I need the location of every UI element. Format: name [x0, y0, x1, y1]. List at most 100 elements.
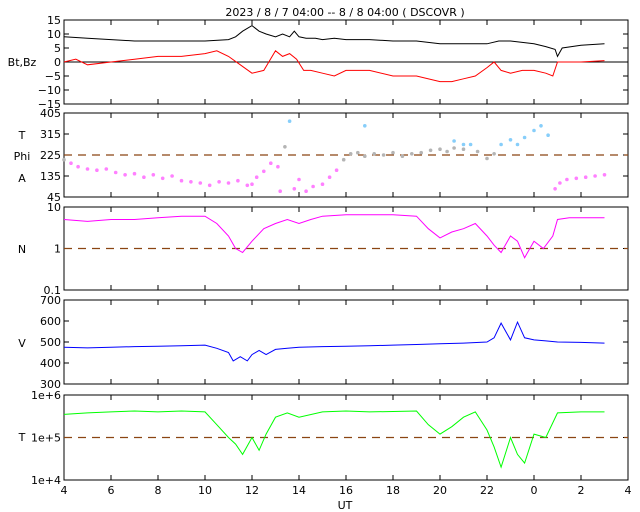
phi-point [391, 150, 395, 155]
x-tick-label: 14 [292, 484, 306, 497]
y-tick-label: 1 [54, 243, 61, 256]
phi-point [348, 152, 353, 156]
x-tick-label: 12 [245, 484, 259, 497]
phi-point [468, 142, 473, 147]
phi-point [363, 124, 367, 128]
series-t [63, 410, 605, 469]
x-tick-label: 20 [433, 484, 447, 497]
phi-point [104, 167, 109, 171]
phi-point [539, 124, 543, 128]
y-tick-label: 10 [47, 201, 61, 214]
phi-point [341, 157, 346, 162]
phi-point [207, 183, 212, 188]
phi-point [574, 176, 579, 181]
phi-point [262, 169, 266, 174]
y-axis-label: Phi [14, 150, 31, 163]
phi-point [236, 178, 240, 183]
series-bz [63, 50, 605, 83]
panel-temperature: 4 6 8 10 12 14 16 18 20 22 0 2 4 1e+6 1e+5 1e+4 T [18, 389, 632, 497]
phi-point [438, 147, 442, 151]
y-tick-label: 0 [54, 56, 61, 69]
phi-point [372, 152, 377, 156]
phi-point [356, 150, 360, 155]
phi-point [283, 145, 287, 149]
y-axis-label: A [18, 172, 26, 185]
phi-point [334, 168, 339, 172]
phi-point [515, 142, 520, 147]
phi-point [445, 149, 449, 154]
phi-point [499, 142, 503, 147]
phi-point [142, 175, 146, 179]
phi-point [113, 170, 118, 175]
phi-point [565, 177, 569, 182]
phi-point [428, 148, 433, 153]
phi-point [245, 183, 250, 188]
phi-point [170, 174, 174, 178]
panels: 151050−5−10−15Bt,Bz40531522513545TPhiA10… [8, 14, 632, 497]
x-tick-label: 0 [531, 484, 538, 497]
phi-point [593, 174, 597, 178]
phi-point [250, 182, 254, 186]
phi-point [292, 187, 297, 191]
x-tick-label: 6 [108, 484, 115, 497]
phi-point [532, 128, 536, 133]
phi-point [69, 161, 73, 165]
y-tick-label: −5 [45, 70, 61, 83]
phi-point [62, 157, 66, 162]
y-tick-label: 1e+6 [31, 389, 61, 402]
phi-point [558, 181, 562, 185]
y-tick-label: 405 [40, 107, 61, 120]
y-axis-label: T [18, 129, 26, 142]
phi-point [123, 173, 127, 177]
phi-point [419, 150, 424, 155]
phi-point [278, 189, 283, 193]
x-tick-label: 4 [61, 484, 68, 497]
phi-point [410, 152, 414, 156]
y-tick-label: 45 [47, 191, 61, 204]
y-tick-label: 600 [40, 315, 61, 328]
y-tick-label: 500 [40, 336, 61, 349]
phi-point [522, 135, 527, 140]
series-v [63, 320, 605, 362]
phi-point [276, 164, 280, 169]
x-tick-label: 2 [578, 484, 585, 497]
x-axis-label: UT [338, 499, 353, 512]
phi-point [553, 187, 557, 191]
phi-point [492, 152, 496, 156]
y-axis-label: T [18, 431, 26, 444]
phi-point [304, 189, 308, 193]
phi-point [452, 139, 456, 143]
phi-point [381, 153, 386, 157]
y-tick-label: 10 [47, 28, 61, 41]
phi-point [327, 175, 332, 179]
phi-point [583, 175, 588, 179]
y-axis-label: V [18, 337, 26, 350]
y-tick-label: 700 [40, 294, 61, 307]
y-tick-label: 15 [47, 14, 61, 27]
phi-point [546, 133, 550, 137]
phi-point [452, 146, 456, 150]
x-tick-label: 22 [480, 484, 494, 497]
y-tick-label: 1e+5 [31, 432, 61, 445]
y-tick-label: 315 [40, 128, 61, 141]
y-tick-label: 300 [40, 378, 61, 391]
y-axis-label: N [18, 243, 26, 256]
panel-frame [63, 299, 629, 385]
y-tick-label: 135 [40, 170, 61, 183]
phi-point [198, 181, 203, 185]
phi-point [363, 154, 367, 158]
y-tick-label: 1e+4 [31, 474, 61, 487]
phi-point [189, 180, 193, 184]
y-tick-label: 5 [54, 42, 61, 55]
phi-point [287, 119, 292, 123]
chart-title: 2023 / 8 / 7 04:00 -- 8 / 8 04:00 ( DSCO… [225, 6, 464, 19]
phi-point [602, 173, 607, 177]
x-tick-label: 18 [386, 484, 400, 497]
x-tick-label: 8 [155, 484, 162, 497]
phi-point [160, 176, 165, 181]
y-axis-label: Bt,Bz [8, 56, 37, 69]
panel-speed: 700 600 500 400 300 V [18, 294, 629, 391]
x-tick-label: 4 [625, 484, 632, 497]
